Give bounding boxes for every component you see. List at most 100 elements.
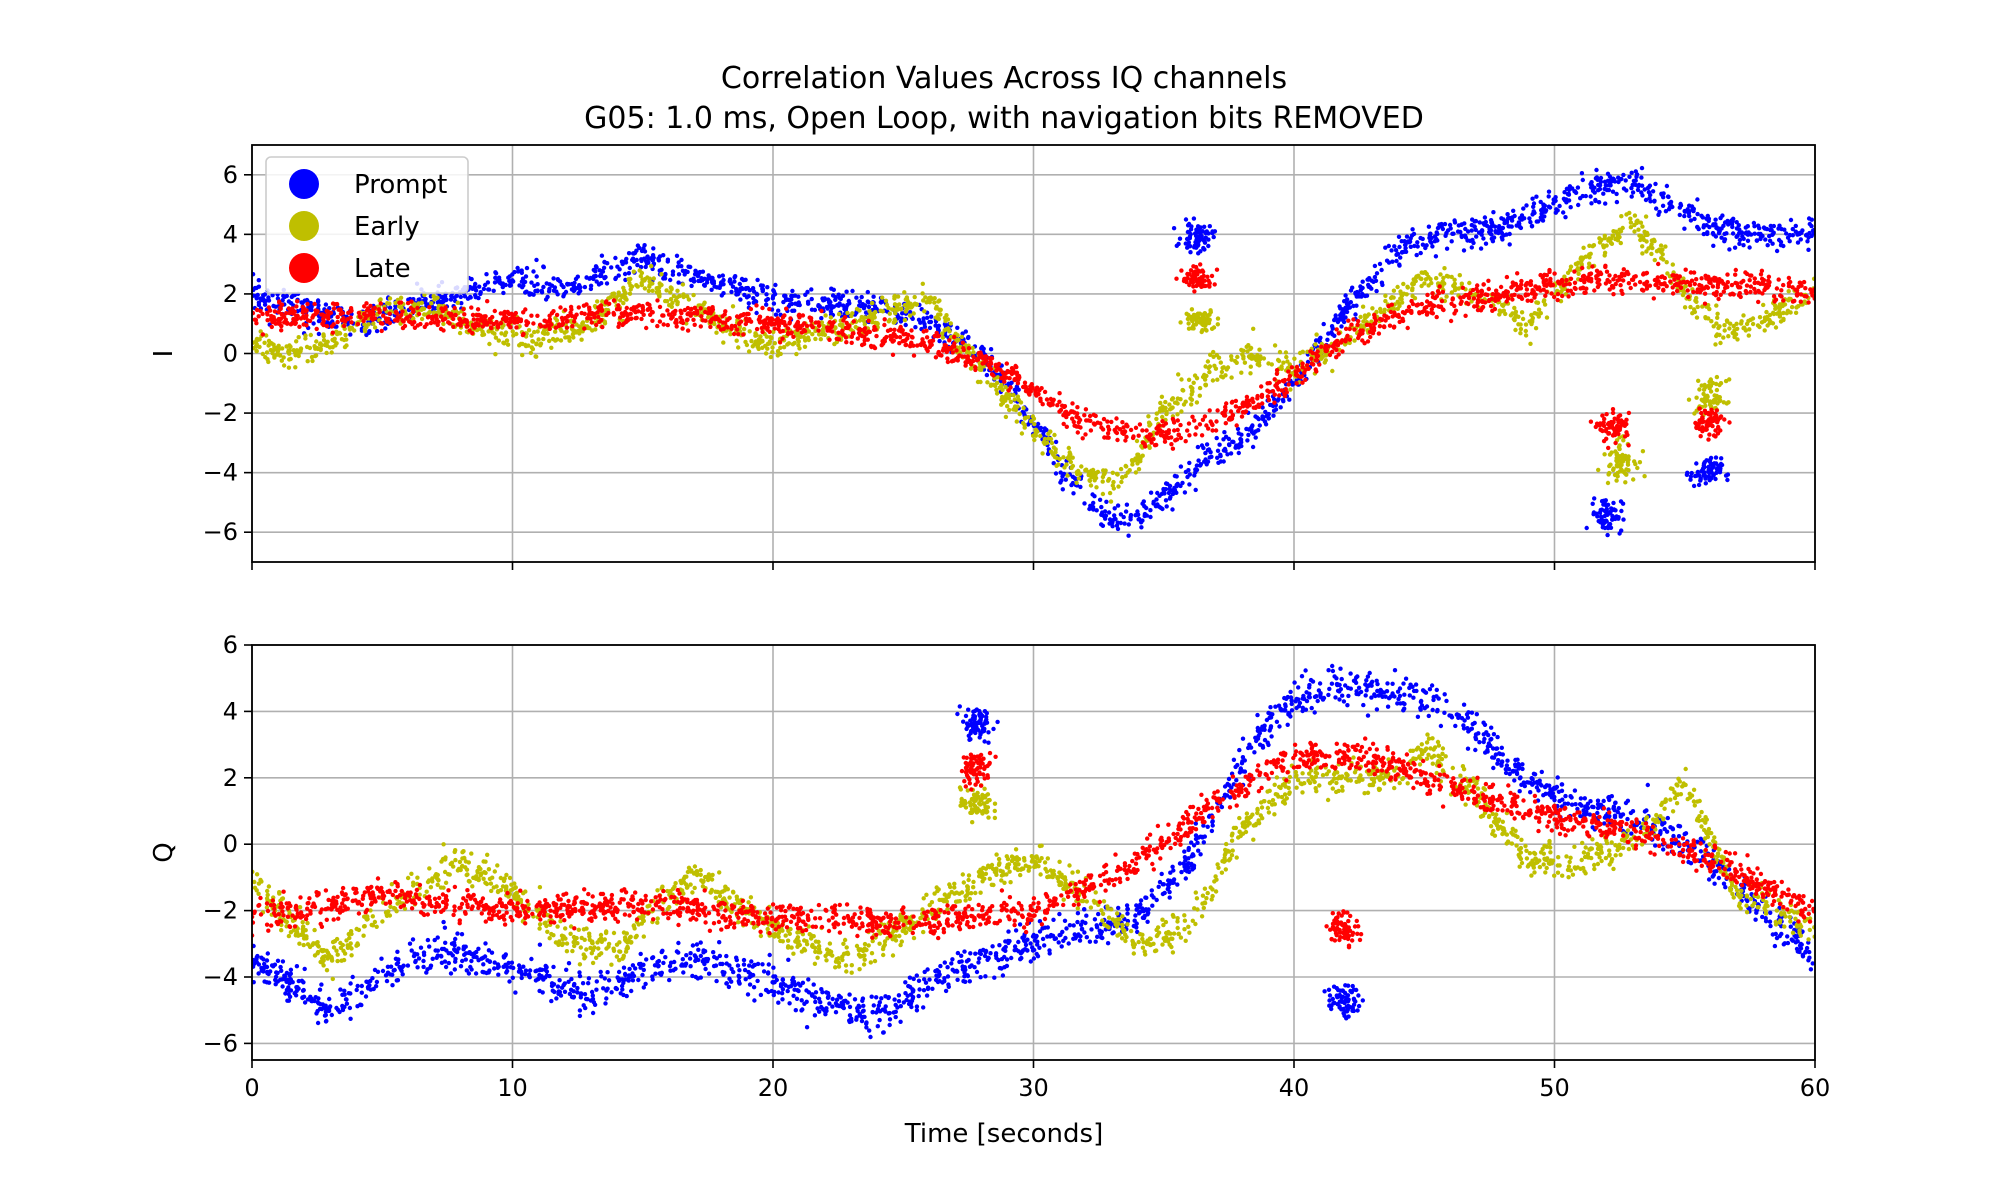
data-point <box>1682 213 1687 219</box>
data-point <box>534 274 539 279</box>
data-point <box>1563 215 1568 220</box>
data-point <box>1032 421 1037 427</box>
data-point <box>1203 382 1208 387</box>
data-point <box>1578 196 1583 201</box>
data-point <box>1044 440 1050 445</box>
data-point <box>1276 397 1281 402</box>
data-point <box>1726 334 1731 339</box>
data-point <box>657 294 662 299</box>
data-point <box>1763 237 1768 242</box>
data-point <box>553 329 558 334</box>
data-point <box>529 313 534 318</box>
outlier-point <box>1183 217 1189 222</box>
data-point <box>771 329 776 335</box>
data-point <box>797 302 802 308</box>
data-point <box>1332 317 1337 323</box>
data-point <box>1189 392 1194 397</box>
data-point <box>639 316 644 322</box>
data-point <box>1711 243 1716 248</box>
data-point <box>1504 274 1510 280</box>
data-point <box>1568 205 1573 210</box>
data-point <box>343 332 348 338</box>
data-point <box>501 290 506 296</box>
data-point <box>1737 241 1742 246</box>
data-point <box>1771 310 1776 315</box>
data-point <box>1240 352 1245 357</box>
data-point <box>1690 311 1695 316</box>
outlier-point <box>1711 472 1716 477</box>
outlier-point <box>1185 229 1191 235</box>
data-point <box>1373 278 1379 283</box>
data-point <box>260 351 265 357</box>
data-point <box>1729 282 1735 288</box>
data-point <box>1195 444 1201 450</box>
data-point <box>1651 296 1657 301</box>
outlier-point <box>1611 500 1616 506</box>
data-point <box>712 284 717 289</box>
data-point <box>1092 478 1097 483</box>
data-point <box>1589 185 1594 190</box>
data-point <box>273 345 278 351</box>
data-point <box>1501 217 1506 222</box>
data-point <box>1100 491 1106 497</box>
data-point <box>526 328 532 333</box>
data-point <box>1800 228 1805 233</box>
data-point <box>1793 310 1799 315</box>
data-point <box>523 342 528 348</box>
data-point <box>1029 382 1035 387</box>
data-point <box>1323 358 1329 363</box>
data-point <box>797 346 802 351</box>
data-point <box>1558 299 1564 304</box>
data-point <box>670 269 676 274</box>
data-point <box>517 283 522 288</box>
data-point <box>1110 470 1116 475</box>
data-point <box>1205 359 1211 364</box>
data-point <box>1639 183 1645 188</box>
outlier-point <box>1596 467 1601 473</box>
data-point <box>1101 472 1107 477</box>
data-point <box>1021 420 1026 426</box>
data-point <box>539 290 545 295</box>
data-point <box>1638 220 1644 225</box>
data-point <box>1657 247 1662 252</box>
data-point <box>258 308 263 314</box>
data-point <box>846 298 851 304</box>
data-point <box>994 387 999 393</box>
data-point <box>1243 409 1249 414</box>
data-point <box>1786 298 1791 303</box>
data-point <box>296 335 301 340</box>
data-point <box>1228 451 1234 456</box>
data-point <box>1692 281 1698 287</box>
data-point <box>1732 328 1737 333</box>
data-point <box>870 300 875 306</box>
data-point <box>1349 322 1354 327</box>
outlier-point <box>1186 321 1191 326</box>
data-point <box>578 288 583 294</box>
data-point <box>1561 210 1566 215</box>
data-point <box>1531 209 1536 214</box>
data-point <box>1536 314 1542 319</box>
outlier-point <box>1726 400 1731 405</box>
data-point <box>741 277 746 283</box>
data-point <box>619 259 625 264</box>
data-point <box>1155 424 1161 429</box>
data-point <box>436 309 442 314</box>
data-point <box>1340 307 1345 312</box>
data-point <box>1614 199 1620 205</box>
data-point <box>533 288 538 294</box>
data-point <box>387 296 393 301</box>
data-point <box>1075 405 1080 410</box>
data-point <box>746 301 751 306</box>
data-point <box>751 289 757 294</box>
data-point <box>1209 454 1214 459</box>
data-point <box>308 332 313 338</box>
data-point <box>279 358 284 363</box>
data-point <box>1193 487 1198 493</box>
data-point <box>1578 277 1584 283</box>
data-point <box>317 318 322 323</box>
outlier-point <box>1718 466 1723 471</box>
data-point <box>561 294 566 299</box>
data-point <box>493 352 498 357</box>
data-point <box>523 274 529 279</box>
data-point <box>730 304 736 309</box>
